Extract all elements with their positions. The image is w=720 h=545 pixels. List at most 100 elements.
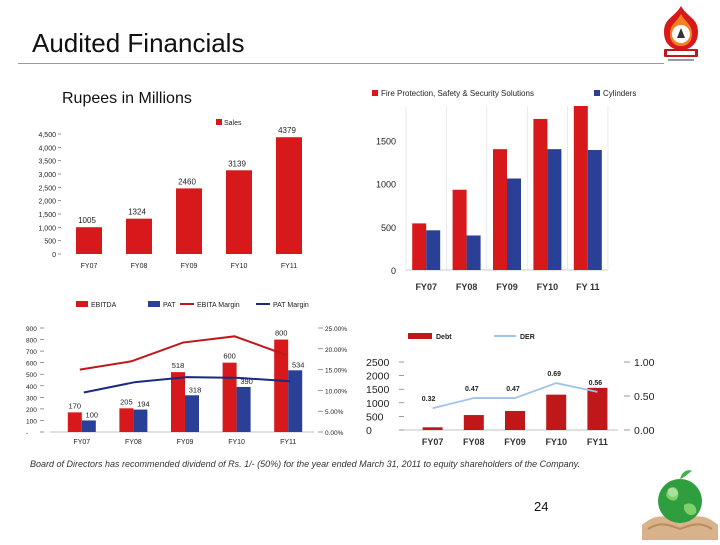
y-tick-label: 800 xyxy=(26,338,37,345)
y-tick-label: 3,000 xyxy=(38,172,56,179)
slide-title: Audited Financials xyxy=(32,28,245,58)
legend-label-fire: Fire Protection, Safety & Security Solut… xyxy=(381,89,534,98)
legend-swatch-cylinders xyxy=(594,90,600,96)
y-tick-label: 2,000 xyxy=(38,199,56,206)
pat-bar xyxy=(81,420,96,432)
sales-data-label: 3139 xyxy=(228,159,246,168)
x-tick-label: FY11 xyxy=(587,437,608,447)
cylinders-bar xyxy=(507,178,521,270)
x-tick-label: FY11 xyxy=(281,263,297,270)
y-tick-label: 700 xyxy=(26,349,37,356)
y-tick-label: 200 xyxy=(26,407,37,414)
company-logo xyxy=(650,4,712,66)
y-tick-label: 500 xyxy=(44,239,56,246)
ebitda-bar xyxy=(274,339,289,432)
x-tick-label: FY 11 xyxy=(576,282,599,292)
pat-data-label: 318 xyxy=(189,385,202,394)
x-tick-label: FY11 xyxy=(280,439,296,446)
units-label: Rupees in Millions xyxy=(62,90,192,107)
title-divider xyxy=(18,63,664,64)
debt-der-chart: Debt DER 2500 2000 1500 1000 500 0 1.00 0.50 0.00 F… xyxy=(362,322,692,456)
segment-chart: Fire Protection, Safety & Security Solut… xyxy=(350,84,680,294)
sales-bar xyxy=(176,188,202,254)
y-tick-label: 500 xyxy=(381,223,396,233)
x-tick-label: FY09 xyxy=(181,263,198,270)
y-tick-label: 2500 xyxy=(366,357,390,369)
ebitda-data-label: 518 xyxy=(172,361,185,370)
x-tick-label: FY09 xyxy=(496,282,518,292)
ebitda-data-label: 170 xyxy=(69,401,82,410)
ebitda-bar xyxy=(171,372,185,432)
pat-data-label: 390 xyxy=(240,377,253,386)
y2-tick-label: 10.00% xyxy=(325,388,347,395)
y-tick-label: - xyxy=(26,430,28,437)
pat-bar xyxy=(288,370,303,432)
x-tick-label: FY08 xyxy=(131,263,148,270)
ebitda-data-label: 600 xyxy=(223,352,236,361)
x-tick-label: FY10 xyxy=(545,437,567,447)
legend-swatch-ebitda xyxy=(76,301,88,307)
sales-chart: Sales 4,500 4,000 3,500 3,000 2,500 2,000 1,500… xyxy=(24,112,324,282)
sales-data-label: 2460 xyxy=(178,177,196,186)
x-tick-label: FY08 xyxy=(463,437,485,447)
sales-data-label: 1324 xyxy=(128,208,146,217)
y-tick-label: 3,500 xyxy=(38,159,56,166)
der-data-label: 0.32 xyxy=(422,396,436,403)
legend-label-debt: Debt xyxy=(436,334,452,341)
y2-tick-label: 15.00% xyxy=(325,368,347,375)
x-tick-label: FY07 xyxy=(81,263,98,270)
y-tick-label: 1000 xyxy=(376,180,396,190)
fire-protection-bar xyxy=(573,106,588,270)
y2-tick-label: 25.00% xyxy=(325,326,347,333)
y2-tick-label: 1.00 xyxy=(634,357,655,369)
y2-tick-label: 0.00% xyxy=(325,430,344,437)
x-tick-label: FY10 xyxy=(537,282,559,292)
sales-bar xyxy=(126,218,152,254)
x-tick-label: FY10 xyxy=(231,263,248,270)
pat-bar xyxy=(236,386,251,432)
y-tick-label: 1,000 xyxy=(38,225,56,232)
ebitda-pat-chart: EBITDA PAT EBITA Margin PAT Margin 900 800 700… xyxy=(24,296,359,452)
y2-tick-label: 5.00% xyxy=(325,409,344,416)
fire-protection-bar xyxy=(452,189,467,270)
ebitda-bar xyxy=(119,408,134,432)
cylinders-bar xyxy=(547,149,562,270)
y-tick-label: 1500 xyxy=(376,137,396,147)
y-tick-label: 1,500 xyxy=(38,212,56,219)
debt-bar xyxy=(463,415,484,430)
pat-bar xyxy=(133,409,148,432)
x-tick-label: FY07 xyxy=(73,439,90,446)
y-tick-label: 4,000 xyxy=(38,145,56,152)
cylinders-bar xyxy=(587,150,602,270)
sales-bar xyxy=(76,227,102,254)
y2-tick-label: 20.00% xyxy=(325,347,347,354)
legend-label: EBITDA xyxy=(91,302,117,309)
der-data-label: 0.56 xyxy=(589,380,603,387)
y-tick-label: 1500 xyxy=(366,384,390,396)
y-tick-label: 2,500 xyxy=(38,185,56,192)
y-tick-label: 2000 xyxy=(366,371,390,383)
y-tick-label: 4,500 xyxy=(38,132,56,139)
x-tick-label: FY09 xyxy=(177,439,194,446)
ebitda-data-label: 205 xyxy=(120,397,133,406)
y-tick-label: 600 xyxy=(26,361,37,368)
debt-bar xyxy=(505,410,525,430)
ebitda-bar xyxy=(222,362,237,432)
y-tick-label: 100 xyxy=(26,418,37,425)
legend-swatch-pat xyxy=(148,301,160,307)
legend-swatch-sales xyxy=(216,119,222,125)
legend-label: EBITA Margin xyxy=(197,302,240,309)
debt-bar xyxy=(546,394,567,430)
debt-bar xyxy=(422,427,443,430)
sales-data-label: 4379 xyxy=(278,126,296,135)
sales-data-label: 1005 xyxy=(78,216,96,225)
legend-label: PAT Margin xyxy=(273,302,309,309)
y-tick-label: 400 xyxy=(26,384,37,391)
dividend-note: Board of Directors has recommended divid… xyxy=(30,459,580,469)
der-data-label: 0.69 xyxy=(547,371,561,378)
globe-in-hands-image xyxy=(640,465,720,540)
legend-swatch-fire xyxy=(372,90,378,96)
x-tick-label: FY07 xyxy=(415,282,437,292)
ebitda-bar xyxy=(67,412,82,432)
legend-label: PAT xyxy=(163,302,176,309)
